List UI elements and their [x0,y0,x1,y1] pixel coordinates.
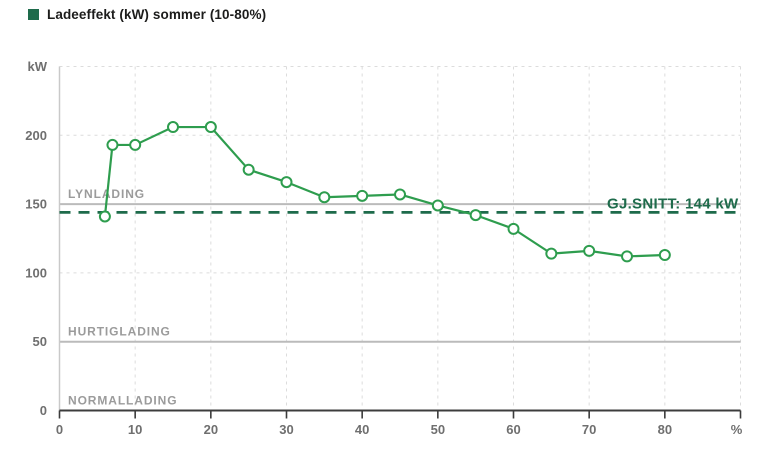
legend-swatch [28,9,39,20]
data-point[interactable] [280,176,293,189]
zone-label: LYNLADING [68,187,145,201]
y-tick-label: 150 [25,197,47,212]
x-tick-label: 0 [56,422,63,437]
x-tick-label: 40 [355,422,369,437]
legend-label: Ladeeffekt (kW) sommer (10-80%) [47,7,267,22]
x-tick-label: 20 [204,422,218,437]
data-point[interactable] [356,189,369,202]
data-point[interactable] [583,244,596,257]
data-point[interactable] [129,138,142,151]
average-label: GJ.SNITT: 144 kW [607,195,739,212]
y-tick-label: 200 [25,128,47,143]
data-point[interactable] [98,210,111,223]
data-point[interactable] [507,222,520,235]
data-point[interactable] [469,209,482,222]
data-point[interactable] [204,121,217,134]
x-unit-label: % [731,422,743,437]
x-tick-label: 60 [506,422,520,437]
data-point[interactable] [167,121,179,134]
data-point[interactable] [394,188,406,201]
x-tick-label: 50 [431,422,445,437]
data-point[interactable] [106,138,119,151]
y-tick-label: 100 [25,265,47,280]
data-point[interactable] [431,199,444,212]
data-line [103,125,665,258]
data-point[interactable] [545,247,558,260]
zone-label: NORMALLADING [68,394,177,408]
data-point[interactable] [242,163,255,176]
y-tick-label: 50 [33,334,47,349]
data-point[interactable] [658,249,671,262]
data-point[interactable] [621,250,633,263]
x-tick-label: 80 [658,422,672,437]
x-tick-label: 30 [279,422,293,437]
legend: Ladeeffekt (kW) sommer (10-80%) [28,7,266,22]
data-point[interactable] [318,191,331,204]
zone-label: HURTIGLADING [68,325,171,339]
x-tick-label: 10 [128,422,142,437]
y-unit-label: kW [28,59,48,74]
y-tick-label: 0 [40,403,47,418]
x-tick-label: 70 [582,422,596,437]
